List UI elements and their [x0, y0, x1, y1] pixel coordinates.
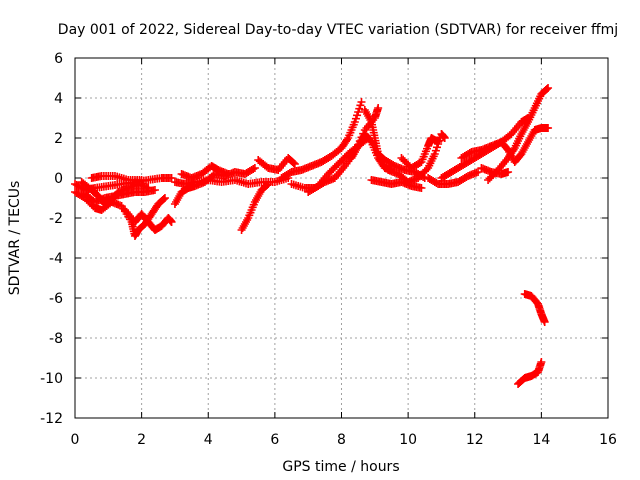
x-tick-label: 2	[137, 432, 146, 448]
x-tick-label: 6	[270, 432, 279, 448]
grid-lines	[75, 58, 608, 418]
x-tick-label: 14	[532, 432, 550, 448]
data-point-marker	[357, 98, 366, 106]
axis-ticks: 0 2 4 6 8 10 12 14 16 -12 -10 -8 -6 -4 -2 0 2 4 6	[40, 51, 617, 448]
data-point-marker	[290, 160, 299, 168]
x-tick-label: 0	[71, 432, 80, 448]
data-point-marker	[422, 165, 431, 174]
y-tick-label: -6	[49, 291, 63, 307]
data-point-marker	[440, 134, 449, 142]
data-point-marker	[343, 135, 352, 144]
x-tick-label: 4	[204, 432, 213, 448]
data-point-marker	[167, 218, 176, 226]
y-tick-label: 6	[54, 51, 63, 67]
series-arc-9	[177, 162, 233, 182]
data-point-marker	[249, 165, 258, 173]
data-point-marker	[150, 186, 159, 194]
y-tick-label: -10	[40, 371, 63, 387]
series-arc-17	[367, 176, 426, 192]
y-tick-label: -2	[49, 211, 63, 227]
data-point-marker	[544, 124, 553, 132]
x-axis-title: GPS time / hours	[282, 459, 399, 475]
data-point-marker	[504, 168, 513, 176]
y-tick-label: 0	[54, 171, 63, 187]
x-tick-label: 8	[337, 432, 346, 448]
data-point-marker	[159, 195, 168, 203]
series-arc-11	[254, 154, 299, 174]
data-point-marker	[417, 184, 426, 192]
data-point-marker	[289, 159, 298, 167]
series-arc-25	[520, 290, 549, 326]
x-tick-label: 10	[399, 432, 417, 448]
data-point-marker	[224, 170, 233, 178]
data-point-marker	[540, 318, 549, 326]
data-point-marker	[264, 180, 273, 188]
y-tick-label: -12	[40, 411, 63, 427]
chart-title: Day 001 of 2022, Sidereal Day-to-day VTE…	[58, 22, 618, 38]
data-point-marker	[374, 104, 383, 112]
data-point-marker	[509, 145, 518, 154]
series-arc-6	[87, 172, 146, 184]
series-arc-20	[424, 168, 483, 188]
series-arc-12	[277, 98, 366, 182]
y-tick-label: 4	[54, 91, 63, 107]
x-tick-label: 12	[466, 432, 484, 448]
y-tick-label: -4	[49, 251, 63, 267]
data-point-marker	[544, 84, 553, 92]
y-tick-label: 2	[54, 131, 63, 147]
data-point-marker	[137, 176, 146, 184]
x-tick-label: 16	[599, 432, 617, 448]
data-point-marker	[250, 164, 259, 172]
series-arc-4	[80, 186, 159, 206]
series-arc-19	[397, 134, 443, 172]
data-point-marker	[542, 85, 551, 93]
series-arc-24	[484, 84, 553, 184]
data-points	[71, 84, 553, 388]
y-axis-title: SDTVAR / TECUs	[7, 181, 23, 296]
data-point-marker	[537, 358, 546, 366]
series-arc-26	[514, 358, 546, 388]
data-point-marker	[434, 138, 443, 146]
series-arc-5	[120, 206, 176, 234]
data-point-marker	[160, 194, 169, 202]
y-tick-label: -8	[49, 331, 63, 347]
series-arc-10	[237, 180, 273, 234]
data-point-marker	[263, 181, 272, 189]
